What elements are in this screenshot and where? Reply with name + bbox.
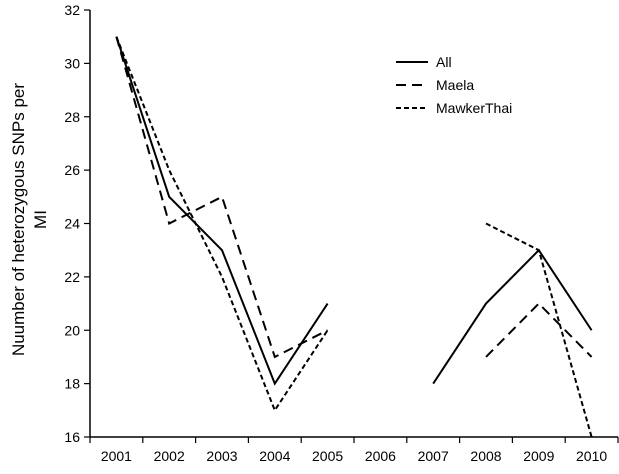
series-line-maela — [115, 36, 329, 359]
legend-label-maela: Maela — [436, 77, 474, 93]
axes: 16 18 20 22 24 26 28 30 32 2001 2002 2003 2004 2005 20… — [64, 2, 619, 464]
y-tick-label: 28 — [64, 109, 80, 125]
x-tick-label: 2009 — [523, 448, 554, 464]
y-tick-label: 26 — [64, 162, 80, 178]
x-tick-label: 2010 — [576, 448, 607, 464]
legend-label-mawkerthai: MawkerThai — [436, 100, 512, 116]
y-tick-label: 18 — [64, 376, 80, 392]
y-tick-label: 24 — [64, 216, 80, 232]
series-layer — [115, 36, 593, 438]
x-tick-label: 2008 — [470, 448, 501, 464]
y-tick-label: 20 — [64, 322, 80, 338]
y-tick-label: 30 — [64, 55, 80, 71]
series-mawkerthai — [115, 36, 593, 438]
legend-label-all: All — [436, 54, 452, 70]
series-maela — [115, 36, 593, 359]
x-tick-label: 2002 — [154, 448, 185, 464]
series-line-mawkerthai — [485, 222, 593, 438]
y-tick-label: 16 — [64, 429, 80, 445]
x-tick-label: 2001 — [101, 448, 132, 464]
x-tick-label: 2004 — [259, 448, 290, 464]
series-line-maela — [485, 302, 593, 358]
series-line-mawkerthai — [115, 36, 329, 413]
legend: All Maela MawkerThai — [396, 54, 512, 116]
y-axis-title-line: MI — [31, 210, 50, 229]
x-tick-label: 2007 — [418, 448, 449, 464]
y-axis-title: Nuumber of heterozygous SNPs per MI — [9, 83, 50, 356]
x-tick-label: 2006 — [365, 448, 396, 464]
y-tick-label: 22 — [64, 269, 80, 285]
series-all — [115, 36, 593, 386]
x-tick-label: 2005 — [312, 448, 343, 464]
series-line-all — [432, 248, 593, 385]
series-line-all — [115, 36, 329, 386]
y-axis-title-line: Nuumber of heterozygous SNPs per — [9, 83, 28, 356]
x-tick-label: 2003 — [206, 448, 237, 464]
y-tick-label: 32 — [64, 2, 80, 18]
